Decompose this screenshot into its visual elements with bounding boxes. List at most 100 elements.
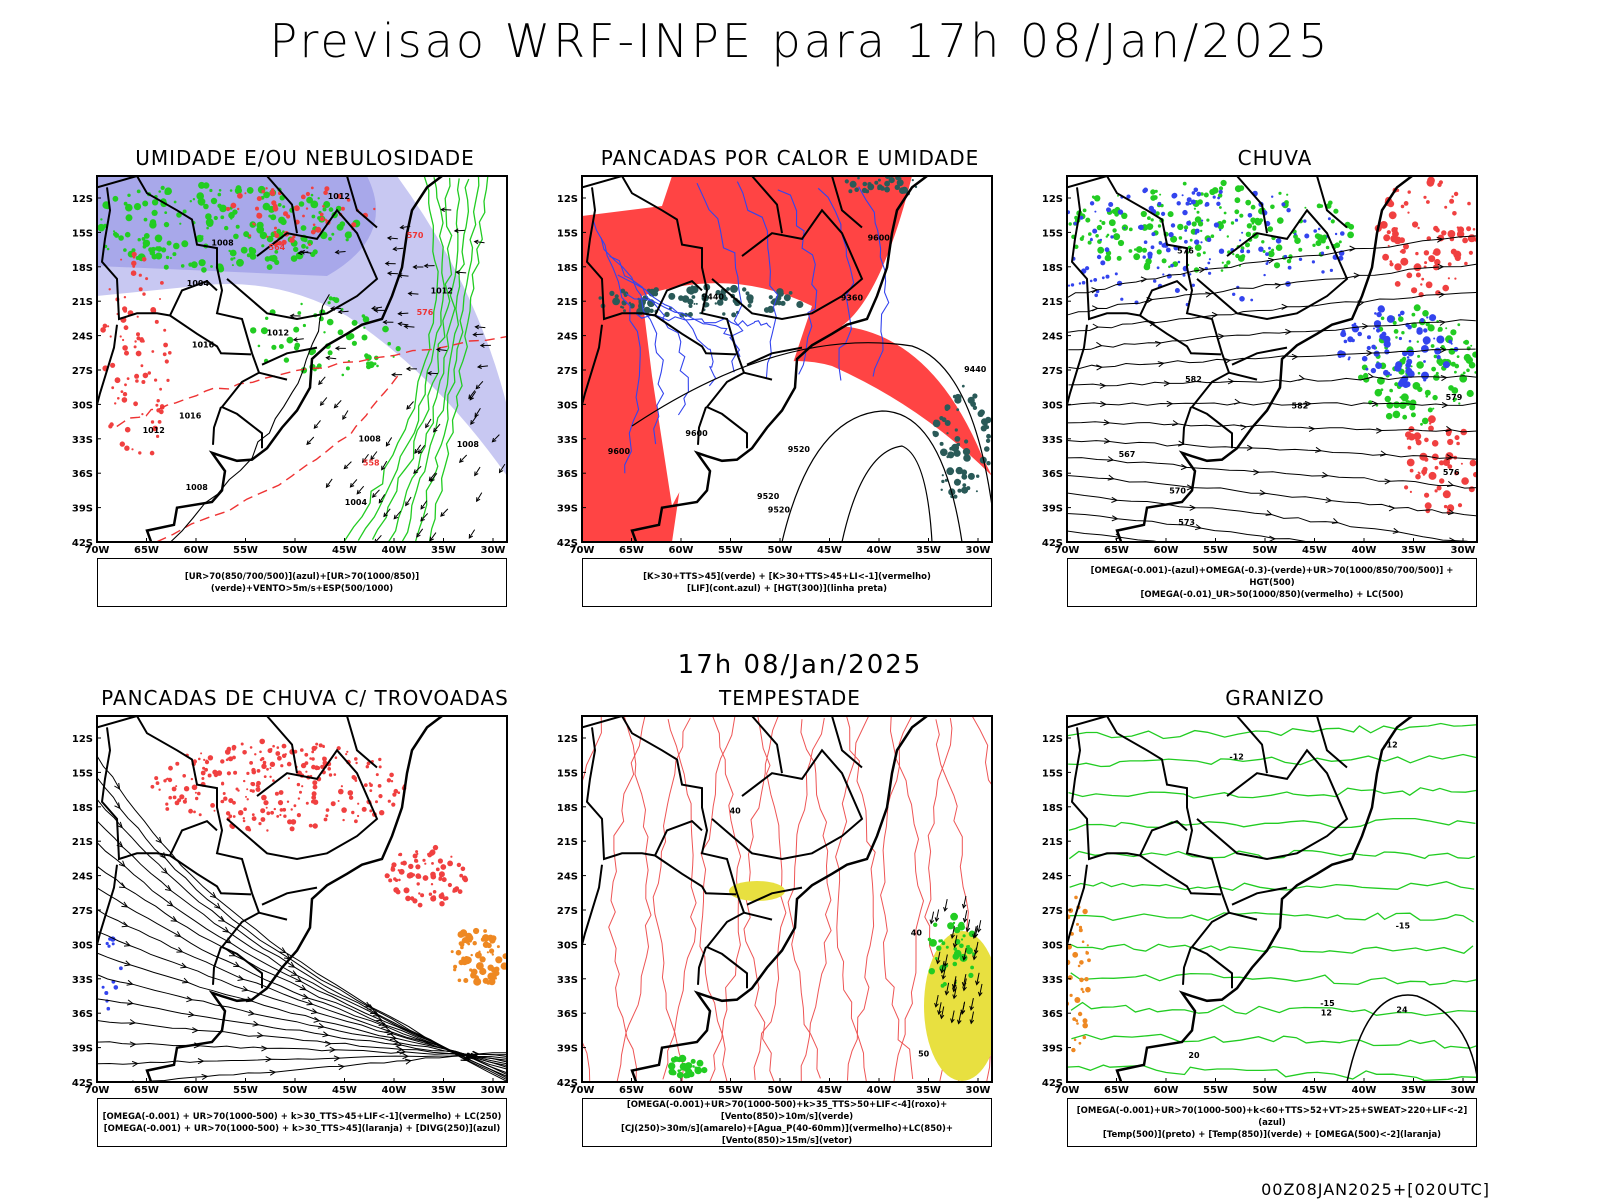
- legend-box: [UR>70(850/700/500)](azul)+[UR>70(1000/8…: [97, 558, 507, 607]
- lat-tick-label: 24S: [1042, 332, 1063, 343]
- legend-box: [OMEGA(-0.001) + UR>70(1000-500) + k>30_…: [97, 1098, 507, 1147]
- lon-tick-label: 45W: [817, 545, 842, 556]
- lat-tick-label: 15S: [1042, 768, 1063, 779]
- panel-pancadas-chuva-trovoadas: PANCADAS DE CHUVA C/ TROVOADAS 12S 15S 18S…: [45, 686, 525, 1156]
- legend-box: [OMEGA(-0.001)-(azul)+OMEGA(-0.3)-(verde…: [1067, 558, 1477, 607]
- lat-tick-label: 33S: [557, 435, 578, 446]
- contour-label: 12: [1321, 1009, 1332, 1018]
- lat-tick-label: 39S: [557, 1044, 578, 1055]
- lat-tick-label: 42S: [557, 1078, 578, 1089]
- lon-tick-label: 60W: [1154, 545, 1179, 556]
- lon-tick-label: 30W: [481, 1085, 506, 1096]
- contour-label: 50: [918, 1050, 930, 1059]
- legend-box: [OMEGA(-0.001)+UR>70(1000-500)+k>35_TTS>…: [582, 1098, 992, 1147]
- lon-tick-label: 35W: [1401, 545, 1426, 556]
- contour-label: -12: [1229, 752, 1243, 761]
- contour-label: 24: [1396, 1005, 1408, 1014]
- contour-label: 9520: [788, 445, 811, 454]
- lon-tick-label: 45W: [817, 1085, 842, 1096]
- weather-map: 40 40 50 12S 15S 18S 21S 24S 27S 30S 33S 36S 39S 42S7…: [557, 715, 993, 1096]
- lat-tick-label: 12S: [1042, 194, 1063, 205]
- lat-tick-label: 30S: [1042, 400, 1063, 411]
- lat-tick-label: 15S: [557, 768, 578, 779]
- contour-label: 576: [1177, 246, 1194, 255]
- lon-tick-label: 35W: [916, 545, 941, 556]
- lon-tick-label: 65W: [134, 545, 159, 556]
- lon-tick-label: 60W: [184, 1085, 209, 1096]
- legend-line: [Temp(500)](preto) + [Temp(850)](verde) …: [1102, 1129, 1442, 1140]
- lat-tick-label: 39S: [72, 1044, 93, 1055]
- lat-tick-label: 27S: [557, 366, 578, 377]
- footer-run-label: 00Z08JAN2025+[020UTC]: [1261, 1180, 1490, 1199]
- lat-tick-label: 12S: [557, 734, 578, 745]
- lat-tick-label: 42S: [72, 1078, 93, 1089]
- lat-tick-label: 30S: [557, 400, 578, 411]
- lat-tick-label: 36S: [72, 1009, 93, 1020]
- lon-tick-label: 50W: [283, 1085, 308, 1096]
- middle-time-label: 17h 08/Jan/2025: [677, 650, 923, 680]
- lat-tick-label: 18S: [1042, 263, 1063, 274]
- lon-tick-label: 65W: [1104, 1085, 1129, 1096]
- contour-label: 564: [269, 243, 286, 252]
- lat-tick-label: 18S: [1042, 803, 1063, 814]
- lon-tick-label: 70W: [85, 545, 110, 556]
- legend-line: [UR>70(850/700/500)](azul)+[UR>70(1000/8…: [184, 571, 420, 594]
- lon-tick-label: 40W: [867, 1085, 892, 1096]
- lat-tick-label: 33S: [72, 975, 93, 986]
- contour-label: 582: [1185, 375, 1202, 384]
- legend-line: [OMEGA(-0.001) + UR>70(1000-500) + k>30_…: [103, 1123, 501, 1134]
- lon-tick-label: 35W: [916, 1085, 941, 1096]
- legend-line: [OMEGA(-0.001)+UR>70(1000-500)+k>35_TTS>…: [626, 1099, 948, 1122]
- contour-label: 1008: [211, 238, 234, 247]
- lat-tick-label: 36S: [557, 1009, 578, 1020]
- lat-tick-label: 24S: [557, 332, 578, 343]
- contour-label: -12: [1383, 741, 1397, 750]
- contour-label: 1008: [359, 434, 382, 443]
- lat-tick-label: 42S: [557, 538, 578, 549]
- lat-tick-label: 15S: [72, 228, 93, 239]
- lon-tick-label: 45W: [1302, 1085, 1327, 1096]
- legend-box: [K>30+TTS>45](verde) + [K>30+TTS>45+LI<-…: [582, 558, 992, 607]
- contour-label: 582: [1292, 401, 1309, 410]
- lon-tick-label: 30W: [1451, 545, 1476, 556]
- lon-tick-label: 65W: [619, 1085, 644, 1096]
- legend-box: [OMEGA(-0.001)+UR>70(1000-500)+k<60+TTS>…: [1067, 1098, 1477, 1147]
- lat-tick-label: 42S: [1042, 538, 1063, 549]
- lat-tick-label: 21S: [557, 297, 578, 308]
- contour-label: 9360: [841, 293, 864, 302]
- lon-tick-label: 40W: [382, 1085, 407, 1096]
- lat-tick-label: 33S: [1042, 975, 1063, 986]
- lat-tick-label: 21S: [72, 297, 93, 308]
- contour-label: -15: [1396, 922, 1411, 931]
- panel-umidade-nebulosidade: UMIDADE E/OU NEBULOSIDADE 1008 1008 1012 10…: [45, 146, 525, 616]
- contour-label: 20: [1188, 1051, 1200, 1060]
- contour-label: 9440: [964, 365, 987, 374]
- panel-title: UMIDADE E/OU NEBULOSIDADE: [135, 146, 475, 170]
- contour-label: 1016: [179, 412, 202, 421]
- weather-map: 1008 1008 1012 1004 1004 1008 1012 1012 1016 1016…: [72, 175, 508, 556]
- lat-tick-label: 33S: [1042, 435, 1063, 446]
- contour-label: 567: [1119, 450, 1136, 459]
- lon-tick-label: 70W: [1055, 545, 1080, 556]
- lon-tick-label: 65W: [1104, 545, 1129, 556]
- contour-label: 1008: [186, 483, 209, 492]
- lon-tick-label: 65W: [134, 1085, 159, 1096]
- lon-tick-label: 40W: [1352, 1085, 1377, 1096]
- panel-title: GRANIZO: [1225, 686, 1325, 710]
- lat-tick-label: 24S: [72, 872, 93, 883]
- panel-tempestade: TEMPESTADE 40 40 50 12S 15S 18S 21S 24S 27S 30S 33…: [530, 686, 1010, 1156]
- legend-line: [OMEGA(-0.001)+UR>70(1000-500)+k<60+TTS>…: [1076, 1105, 1468, 1128]
- legend-line: [CJ(250)>30m/s](amarelo)+[Agua_P(40-60mm…: [620, 1123, 954, 1146]
- lon-tick-label: 70W: [85, 1085, 110, 1096]
- lat-tick-label: 15S: [557, 228, 578, 239]
- lon-tick-label: 40W: [1352, 545, 1377, 556]
- contour-label: 40: [911, 928, 923, 937]
- lon-tick-label: 55W: [1203, 1085, 1228, 1096]
- lat-tick-label: 15S: [72, 768, 93, 779]
- lon-tick-label: 30W: [481, 545, 506, 556]
- lat-tick-label: 42S: [72, 538, 93, 549]
- contour-label: 576: [417, 308, 434, 317]
- contour-label: 9520: [768, 505, 791, 514]
- lat-tick-label: 15S: [1042, 228, 1063, 239]
